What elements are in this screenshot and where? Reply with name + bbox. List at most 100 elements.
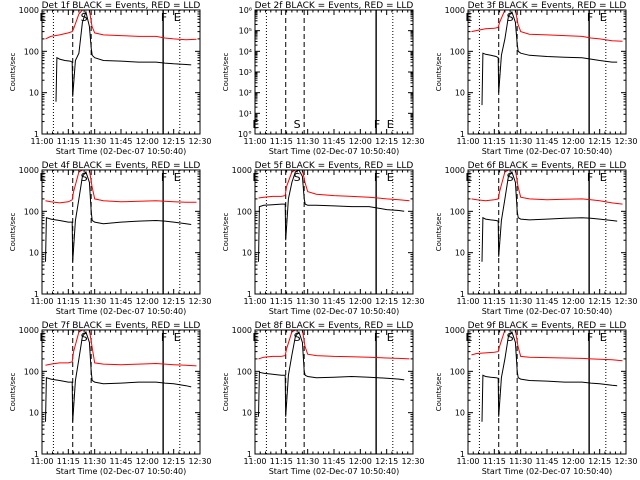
x-tick-label: 11:30 (296, 137, 319, 146)
y-tick-label: 10⁶ (239, 6, 252, 15)
x-axis-label: Start Time (02-Dec-07 10:50:40) (482, 147, 613, 156)
panel-title: Det 8f BLACK = Events, RED = LLD (255, 321, 414, 331)
x-tick-label: 12:15 (162, 457, 185, 466)
panel-title: Det 5f BLACK = Events, RED = LLD (255, 161, 414, 171)
segment-marker-e: E (387, 118, 394, 131)
series-events (55, 10, 192, 102)
x-tick-label: 12:00 (136, 137, 159, 146)
segment-marker-e: E (174, 331, 181, 344)
panel-title: Det 2f BLACK = Events, RED = LLD (255, 1, 414, 11)
y-tick-label: 10 (242, 409, 252, 418)
x-tick-label: 11:30 (83, 137, 106, 146)
x-axis-label: Start Time (02-Dec-07 10:50:40) (482, 467, 613, 476)
y-tick-label: 1 (247, 450, 252, 459)
segment-marker-f: F (587, 11, 593, 24)
y-tick-label: 1000 (19, 166, 39, 175)
x-tick-label: 11:15 (483, 137, 506, 146)
y-tick-label: 100 (450, 47, 465, 56)
y-tick-label: 10¹ (239, 109, 252, 118)
x-tick-label: 11:00 (30, 457, 53, 466)
segment-marker-s: S (507, 171, 514, 184)
x-tick-label: 11:00 (456, 457, 479, 466)
series-events (45, 170, 192, 262)
y-tick-label: 1000 (232, 326, 252, 335)
segment-marker-f: F (587, 331, 593, 344)
y-tick-label: 1000 (445, 326, 465, 335)
y-tick-label: 1 (34, 290, 39, 299)
series-events (481, 10, 618, 106)
detector-panel-2f: Det 2f BLACK = Events, RED = LLD Counts/s… (222, 1, 425, 156)
y-tick-label: 100 (450, 207, 465, 216)
x-tick-label: 11:45 (535, 297, 558, 306)
series-lld (258, 169, 410, 202)
x-tick-label: 12:30 (401, 137, 424, 146)
y-axis-label: Counts/sec (9, 53, 17, 92)
panel-title: Det 6f BLACK = Events, RED = LLD (468, 161, 627, 171)
segment-marker-f: F (161, 11, 167, 24)
y-tick-label: 10 (455, 409, 465, 418)
y-tick-label: 10 (455, 249, 465, 258)
series-lld (45, 169, 197, 204)
x-tick-label: 12:30 (188, 137, 211, 146)
detector-panel-1f: Det 1f BLACK = Events, RED = LLD Counts/s… (9, 1, 212, 156)
x-tick-label: 12:15 (162, 137, 185, 146)
y-tick-label: 10⁵ (239, 27, 252, 36)
segment-marker-e: E (387, 331, 394, 344)
x-tick-label: 11:15 (57, 297, 80, 306)
y-axis-label: Counts/sec (9, 213, 17, 252)
segment-marker-f: F (161, 171, 167, 184)
y-tick-label: 100 (237, 367, 252, 376)
y-axis-label: Counts/sec (222, 213, 230, 252)
series-events (481, 330, 618, 422)
y-axis-label: Counts/sec (435, 213, 443, 252)
x-tick-label: 11:45 (322, 137, 345, 146)
series-events (45, 330, 192, 422)
segment-marker-s: S (294, 171, 301, 184)
x-tick-label: 11:15 (483, 457, 506, 466)
panel-title: Det 1f BLACK = Events, RED = LLD (42, 1, 201, 11)
x-tick-label: 12:15 (588, 297, 611, 306)
y-tick-label: 100 (450, 367, 465, 376)
x-tick-label: 11:00 (243, 457, 266, 466)
plot-frame (254, 9, 414, 135)
x-tick-label: 12:15 (375, 297, 398, 306)
plot-frame (467, 169, 627, 295)
x-tick-label: 11:15 (270, 457, 293, 466)
segment-marker-f: F (374, 331, 380, 344)
x-tick-label: 12:15 (588, 137, 611, 146)
x-tick-label: 11:00 (456, 297, 479, 306)
x-tick-label: 12:00 (562, 457, 585, 466)
x-tick-label: 12:30 (188, 457, 211, 466)
x-tick-label: 12:15 (588, 457, 611, 466)
segment-marker-s: S (81, 331, 88, 344)
x-tick-label: 11:15 (57, 457, 80, 466)
x-tick-label: 11:45 (109, 297, 132, 306)
x-tick-label: 12:00 (562, 137, 585, 146)
y-tick-label: 1 (460, 450, 465, 459)
y-tick-label: 10² (239, 89, 252, 98)
segment-marker-e: E (387, 171, 394, 184)
plot-frame (41, 9, 201, 135)
segment-marker-e: E (465, 11, 472, 24)
segment-marker-e: E (174, 11, 181, 24)
detector-panel-4f: Det 4f BLACK = Events, RED = LLD Counts/s… (9, 161, 212, 316)
x-tick-label: 12:15 (162, 297, 185, 306)
x-tick-label: 11:15 (270, 137, 293, 146)
y-axis-label: Counts/sec (435, 53, 443, 92)
x-tick-label: 11:15 (483, 297, 506, 306)
x-tick-label: 11:45 (322, 297, 345, 306)
detector-panel-8f: Det 8f BLACK = Events, RED = LLD Counts/s… (222, 321, 425, 476)
plot-frame (41, 169, 201, 295)
x-tick-label: 11:15 (57, 137, 80, 146)
x-tick-label: 12:00 (349, 137, 372, 146)
segment-marker-e: E (39, 331, 46, 344)
x-tick-label: 12:30 (401, 297, 424, 306)
series-lld (258, 329, 410, 360)
y-tick-label: 100 (24, 207, 39, 216)
series-events (258, 169, 405, 262)
segment-marker-e: E (252, 171, 259, 184)
panel-title: Det 9f BLACK = Events, RED = LLD (468, 321, 627, 331)
panel-title: Det 4f BLACK = Events, RED = LLD (42, 161, 201, 171)
y-axis-label: Counts/sec (222, 53, 230, 92)
